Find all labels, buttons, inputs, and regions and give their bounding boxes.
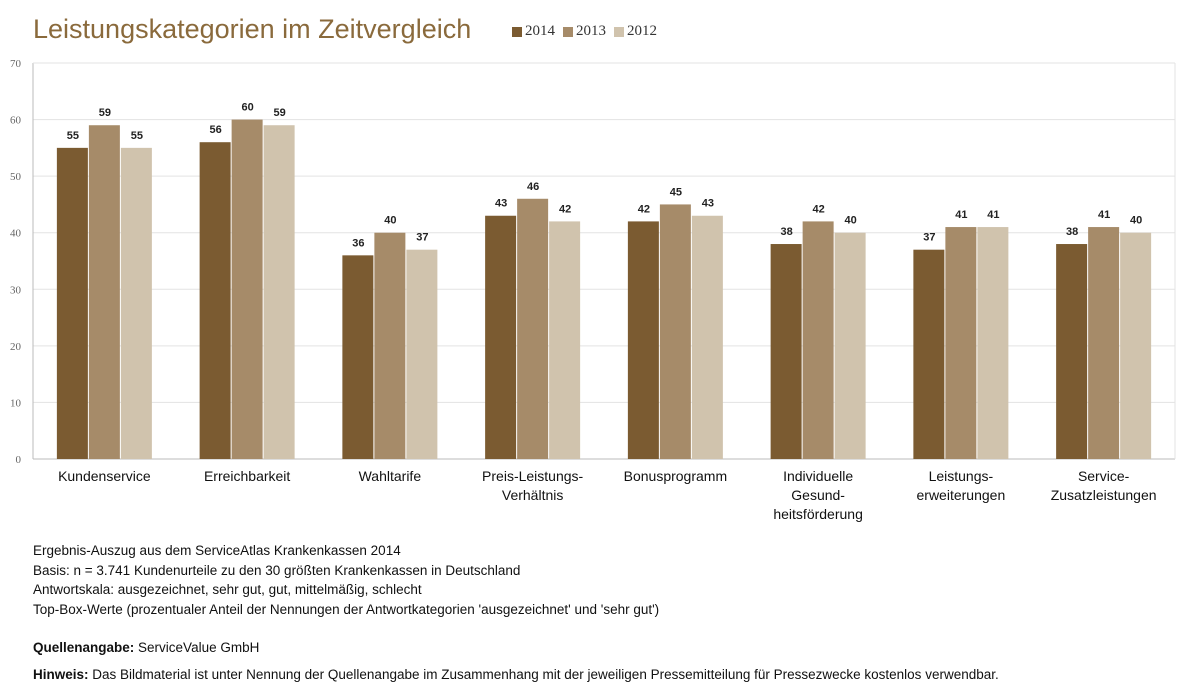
bar-2014	[913, 249, 945, 459]
x-tick-label: Zusatzleistungen	[1051, 487, 1157, 503]
note-line: Ergebnis-Auszug aus dem ServiceAtlas Kra…	[33, 543, 401, 558]
bar-2013	[1088, 227, 1120, 459]
y-tick-label: 30	[10, 284, 22, 296]
bar-2013	[88, 125, 120, 459]
data-label: 55	[67, 130, 79, 142]
x-tick-label: erweiterungen	[917, 487, 1006, 503]
data-label: 41	[955, 209, 967, 221]
data-label: 37	[416, 232, 428, 244]
note-line: Top-Box-Werte (prozentualer Anteil der N…	[33, 601, 660, 617]
hint-label: Hinweis:	[33, 667, 89, 682]
x-tick-label: Service-	[1078, 468, 1130, 484]
y-tick-label: 0	[16, 454, 22, 466]
source-text: ServiceValue GmbH	[138, 640, 260, 655]
x-tick-label: Kundenservice	[58, 468, 151, 484]
bar-2014	[56, 147, 88, 459]
notes: Ergebnis-Auszug aus dem ServiceAtlas Kra…	[33, 541, 659, 619]
data-label: 60	[242, 102, 254, 114]
data-label: 36	[352, 237, 364, 249]
data-label: 56	[210, 124, 222, 136]
legend: 2014 2013 2012	[512, 23, 657, 40]
bar-2014	[1056, 244, 1088, 459]
bar-2012	[834, 232, 866, 459]
data-label: 43	[495, 198, 507, 210]
legend-label: 2014	[525, 23, 555, 39]
bar-2012	[549, 221, 581, 459]
x-tick-label: Verhältnis	[502, 487, 563, 503]
x-tick-label: Erreichbarkeit	[204, 468, 290, 484]
legend-swatch	[512, 26, 522, 37]
y-tick-label: 40	[10, 228, 22, 240]
data-label: 41	[987, 209, 999, 221]
bar-2013	[802, 221, 834, 459]
bar-2014	[485, 215, 517, 459]
legend-swatch	[614, 26, 624, 37]
x-tick-label: Bonusprogramm	[624, 468, 728, 484]
legend-item: 2012	[614, 23, 657, 40]
bar-2012	[120, 147, 152, 459]
data-label: 59	[99, 107, 111, 119]
x-tick-label: Leistungs-	[929, 468, 994, 484]
data-label: 55	[131, 130, 143, 142]
bar-2012	[263, 125, 295, 459]
bar-2013	[945, 227, 977, 459]
bar-2012	[1120, 232, 1152, 459]
data-label: 45	[670, 186, 682, 198]
bar-2013	[659, 204, 691, 459]
y-tick-label: 10	[10, 397, 22, 409]
x-tick-label: heitsförderung	[773, 506, 863, 522]
y-tick-label: 20	[10, 341, 22, 353]
data-label: 42	[638, 203, 650, 215]
data-label: 38	[781, 226, 793, 238]
note-line: Basis: n = 3.741 Kundenurteile zu den 30…	[33, 562, 521, 578]
note-line: Antwortskala: ausgezeichnet, sehr gut, g…	[33, 582, 422, 597]
data-label: 40	[1130, 215, 1142, 227]
y-tick-label: 60	[10, 115, 22, 127]
source: Quellenangabe: ServiceValue GmbH	[33, 640, 259, 655]
bar-2012	[691, 215, 723, 459]
bar-2014	[342, 255, 374, 459]
bar-2013	[231, 119, 263, 460]
x-tick-label: Gesund-	[791, 487, 845, 503]
source-label: Quellenangabe:	[33, 640, 135, 655]
x-tick-label: Individuelle	[783, 468, 853, 484]
data-label: 37	[923, 232, 935, 244]
bar-2012	[977, 227, 1009, 459]
data-label: 42	[813, 203, 825, 215]
data-label: 46	[527, 181, 539, 193]
data-label: 42	[559, 203, 571, 215]
data-label: 38	[1066, 226, 1078, 238]
chart-title: Leistungskategorien im Zeitvergleich	[33, 14, 472, 44]
x-tick-label: Wahltarife	[359, 468, 422, 484]
legend-swatch	[563, 26, 573, 37]
legend-item: 2013	[563, 23, 606, 40]
bar-2013	[517, 198, 549, 459]
hint: Hinweis: Das Bildmaterial ist unter Nenn…	[33, 667, 999, 682]
data-label: 41	[1098, 209, 1110, 221]
data-label: 43	[702, 198, 714, 210]
bar-2014	[770, 244, 802, 459]
legend-label: 2013	[576, 23, 606, 39]
data-label: 59	[274, 107, 286, 119]
bar-2012	[406, 249, 438, 459]
y-tick-label: 70	[10, 58, 22, 70]
bar-2013	[374, 232, 406, 459]
x-tick-label: Preis-Leistungs-	[482, 468, 583, 484]
bar-chart: 0 10 20 30 40 50 60 70 55 59 55 Kundenservice 56 60 59…	[10, 58, 1176, 522]
bar-2014	[627, 221, 659, 459]
y-tick-label: 50	[10, 171, 22, 183]
data-label: 40	[384, 215, 396, 227]
data-label: 40	[845, 215, 857, 227]
legend-label: 2012	[627, 23, 657, 39]
bar-2014	[199, 142, 231, 459]
hint-text: Das Bildmaterial ist unter Nennung der Q…	[92, 667, 999, 682]
legend-item: 2014	[512, 23, 555, 40]
